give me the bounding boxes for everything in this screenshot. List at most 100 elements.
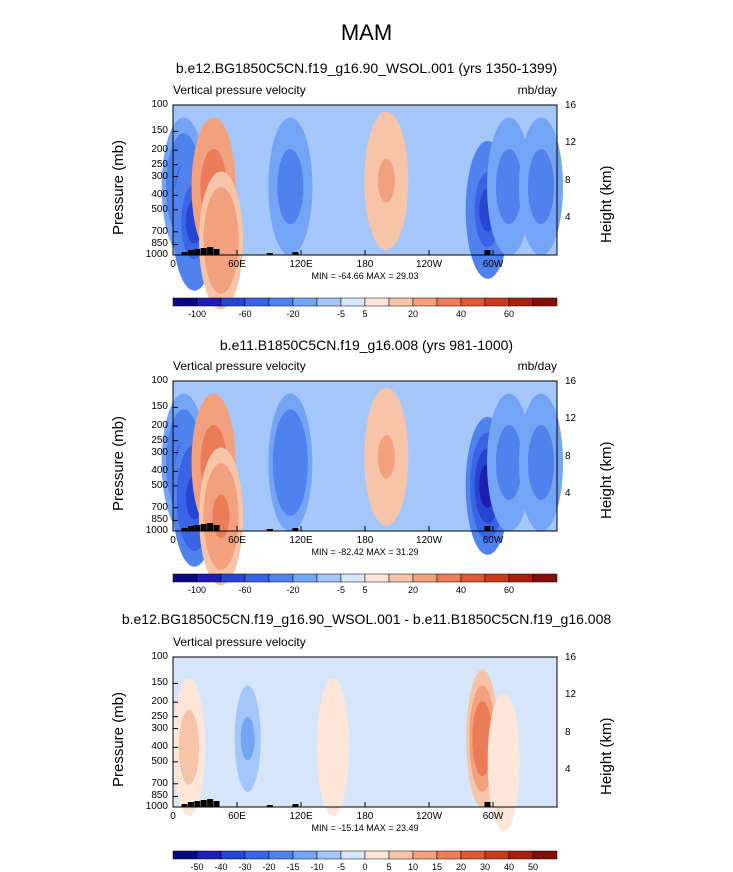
colorbar-swatch	[532, 850, 558, 860]
colorbar-swatch	[268, 850, 294, 860]
colorbar-swatch	[316, 573, 342, 583]
topography	[213, 249, 220, 255]
colorbar-swatch	[268, 573, 294, 583]
topography	[484, 250, 491, 255]
topography	[292, 804, 299, 807]
y-tick-label: 200	[151, 144, 168, 156]
x-tick-label: 120W	[415, 811, 443, 822]
colorbar-swatch	[412, 850, 438, 860]
colorbar-swatch	[244, 573, 270, 583]
topography	[187, 526, 194, 531]
colorbar-label: -100	[187, 585, 206, 595]
heatmap-plot	[172, 656, 558, 831]
colorbar-swatch	[532, 573, 558, 583]
colorbar-swatch	[460, 573, 486, 583]
colorbar-label: 5	[362, 309, 368, 319]
colorbar-label: -5	[336, 862, 345, 872]
y-tick-label: 300	[151, 170, 168, 182]
colorbar-swatch	[484, 573, 510, 583]
field-contour	[500, 440, 518, 485]
right-tick-label: 16	[565, 100, 577, 112]
colorbar-swatch	[196, 573, 222, 583]
right-tick-label: 4	[565, 487, 571, 499]
colorbar-swatch	[508, 573, 534, 583]
colorbar-label: 20	[407, 309, 418, 319]
field-contour	[212, 494, 230, 539]
y-tick-label: 200	[151, 420, 168, 432]
y-tick-label: 1000	[145, 249, 168, 260]
colorbar-label: 30	[479, 862, 490, 872]
colorbar-label: -30	[238, 862, 252, 872]
topography	[484, 526, 491, 531]
colorbar-swatch	[412, 297, 438, 307]
colorbar-label: -20	[262, 862, 276, 872]
x-tick-label: 180	[356, 259, 374, 270]
variable-label: Vertical pressure velocity	[173, 359, 306, 373]
x-tick-label: 120E	[289, 811, 313, 822]
field-contour	[281, 440, 299, 485]
y-tick-label: 250	[151, 710, 168, 722]
colorbar-label: -5	[336, 309, 345, 319]
colorbar-swatch	[292, 573, 318, 583]
field-contour	[500, 164, 518, 209]
colorbar-label: 50	[527, 862, 538, 872]
x-tick-label: 60W	[482, 811, 504, 822]
colorbar-swatch	[460, 297, 486, 307]
colorbar-label: 40	[455, 585, 466, 595]
colorbar-label: -60	[238, 585, 252, 595]
colorbar-label: 10	[407, 862, 418, 872]
colorbar-swatch	[172, 297, 198, 307]
colorbar-swatch	[364, 573, 390, 583]
colorbar-swatch	[364, 297, 390, 307]
heatmap-plot	[161, 104, 563, 310]
minmax-label: MIN = -82.42 MAX = 31.29	[311, 547, 419, 557]
colorbar-swatch	[484, 850, 510, 860]
y-tick-label: 400	[151, 189, 168, 201]
x-tick-label: 60E	[228, 811, 246, 822]
colorbar-swatch	[436, 297, 462, 307]
y-tick-label: 100	[151, 375, 168, 386]
colorbar-swatch	[340, 573, 366, 583]
colorbar-label: -10	[310, 862, 324, 872]
colorbar-swatch	[172, 850, 198, 860]
topography	[187, 250, 194, 255]
figure-title: MAM	[340, 20, 393, 45]
colorbar-swatch	[172, 573, 198, 583]
colorbar-swatch	[292, 850, 318, 860]
colorbar-swatch	[220, 297, 246, 307]
x-tick-label: 60E	[228, 259, 246, 270]
colorbar-swatch	[436, 573, 462, 583]
colorbar-swatch	[340, 297, 366, 307]
y-tick-label: 300	[151, 722, 168, 734]
colorbar-swatch	[412, 573, 438, 583]
y-tick-label: 700	[151, 225, 168, 237]
right-tick-label: 4	[565, 763, 571, 775]
right-tick-label: 12	[565, 137, 577, 149]
x-tick-label: 0	[170, 259, 176, 270]
right-axis-label: Height (km)	[598, 165, 615, 243]
right-tick-label: 12	[565, 413, 577, 425]
panel-title: b.e11.B1850C5CN.f19_g16.008 (yrs 981-100…	[219, 337, 514, 353]
x-tick-label: 120W	[415, 535, 443, 546]
topography	[266, 253, 273, 255]
x-tick-label: 60E	[228, 535, 246, 546]
minmax-label: MIN = -15.14 MAX = 23.49	[311, 823, 419, 833]
colorbar-swatch	[508, 850, 534, 860]
x-tick-label: 0	[170, 811, 176, 822]
right-tick-label: 8	[565, 450, 571, 462]
panel-title: b.e12.BG1850C5CN.f19_g16.90_WSOL.001 (yr…	[175, 60, 558, 76]
field-contour	[182, 725, 196, 770]
topography	[200, 800, 207, 807]
y-tick-label: 100	[151, 99, 168, 110]
colorbar-swatch	[484, 297, 510, 307]
colorbar-label: -15	[286, 862, 300, 872]
topography	[266, 805, 273, 807]
right-tick-label: 12	[565, 689, 577, 701]
colorbar-swatch	[292, 297, 318, 307]
colorbar-swatch	[388, 297, 414, 307]
field-contour	[496, 740, 511, 784]
colorbar-label: 60	[503, 309, 514, 319]
y-tick-label: 200	[151, 696, 168, 708]
right-tick-label: 16	[565, 652, 577, 664]
y-tick-label: 250	[151, 158, 168, 170]
